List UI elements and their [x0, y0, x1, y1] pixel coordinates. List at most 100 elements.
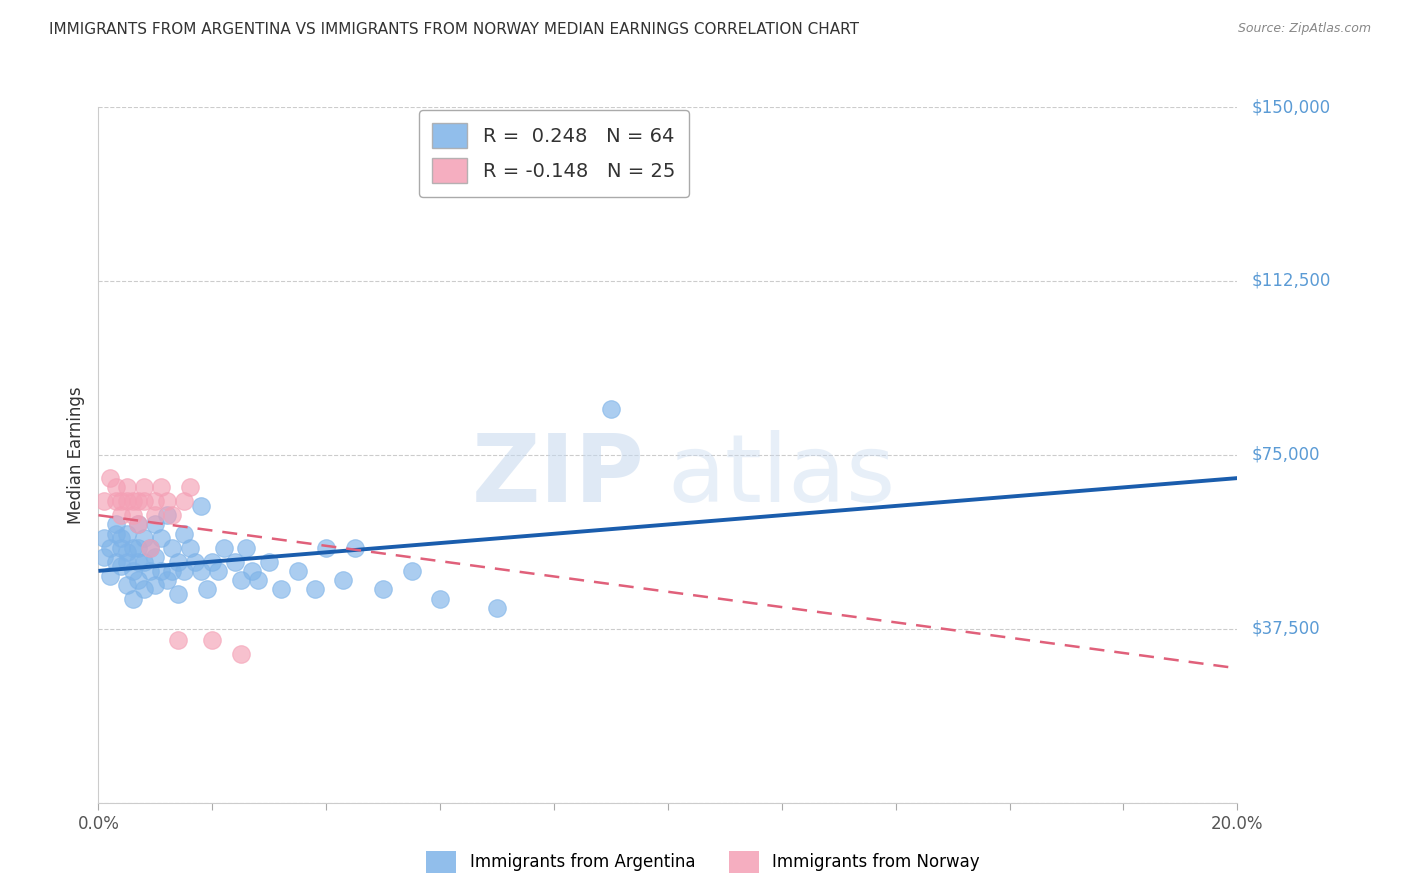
Point — [115, 555, 138, 569]
Point — [104, 517, 127, 532]
Point — [132, 494, 155, 508]
Point — [132, 480, 155, 494]
Point — [229, 648, 252, 662]
Point — [93, 494, 115, 508]
Text: $75,000: $75,000 — [1251, 446, 1320, 464]
Point — [229, 573, 252, 587]
Point — [150, 480, 173, 494]
Point — [127, 517, 149, 532]
Point — [486, 601, 509, 615]
Point — [121, 494, 143, 508]
Point — [98, 568, 121, 582]
Point — [104, 526, 127, 541]
Point — [138, 541, 160, 555]
Text: $112,500: $112,500 — [1251, 272, 1330, 290]
Point — [429, 591, 451, 606]
Point — [162, 508, 184, 523]
Text: $37,500: $37,500 — [1251, 620, 1320, 638]
Text: IMMIGRANTS FROM ARGENTINA VS IMMIGRANTS FROM NORWAY MEDIAN EARNINGS CORRELATION : IMMIGRANTS FROM ARGENTINA VS IMMIGRANTS … — [49, 22, 859, 37]
Point — [332, 573, 354, 587]
Point — [138, 564, 160, 578]
Point — [98, 541, 121, 555]
Point — [132, 555, 155, 569]
Point — [132, 532, 155, 546]
Point — [110, 541, 132, 555]
Point — [145, 549, 167, 564]
Point — [401, 564, 423, 578]
Point — [201, 555, 224, 569]
Point — [304, 582, 326, 597]
Point — [115, 480, 138, 494]
Point — [184, 555, 207, 569]
Point — [315, 541, 337, 555]
Point — [167, 633, 190, 648]
Point — [259, 555, 281, 569]
Point — [145, 517, 167, 532]
Point — [173, 526, 195, 541]
Point — [600, 401, 623, 416]
Point — [121, 591, 143, 606]
Point — [190, 564, 212, 578]
Point — [287, 564, 309, 578]
Point — [195, 582, 218, 597]
Point — [115, 494, 138, 508]
Point — [104, 555, 127, 569]
Point — [173, 494, 195, 508]
Y-axis label: Median Earnings: Median Earnings — [66, 386, 84, 524]
Legend: Immigrants from Argentina, Immigrants from Norway: Immigrants from Argentina, Immigrants fr… — [420, 845, 986, 880]
Point — [150, 532, 173, 546]
Text: Source: ZipAtlas.com: Source: ZipAtlas.com — [1237, 22, 1371, 36]
Point — [212, 541, 235, 555]
Point — [127, 541, 149, 555]
Point — [115, 545, 138, 559]
Point — [145, 578, 167, 592]
Point — [110, 494, 132, 508]
Point — [138, 541, 160, 555]
Point — [173, 564, 195, 578]
Point — [127, 494, 149, 508]
Point — [343, 541, 366, 555]
Point — [270, 582, 292, 597]
Point — [127, 573, 149, 587]
Point — [201, 633, 224, 648]
Text: $150,000: $150,000 — [1251, 98, 1330, 116]
Point — [110, 532, 132, 546]
Point — [127, 555, 149, 569]
Point — [121, 541, 143, 555]
Point — [110, 559, 132, 574]
Point — [190, 499, 212, 513]
Point — [145, 508, 167, 523]
Point — [115, 578, 138, 592]
Point — [132, 582, 155, 597]
Point — [93, 532, 115, 546]
Point — [121, 508, 143, 523]
Point — [246, 573, 269, 587]
Point — [179, 541, 201, 555]
Point — [235, 541, 257, 555]
Text: ZIP: ZIP — [472, 430, 645, 522]
Point — [127, 517, 149, 532]
Point — [156, 508, 179, 523]
Point — [93, 549, 115, 564]
Point — [207, 564, 229, 578]
Point — [167, 555, 190, 569]
Point — [162, 564, 184, 578]
Point — [167, 587, 190, 601]
Point — [104, 480, 127, 494]
Point — [110, 508, 132, 523]
Point — [115, 526, 138, 541]
Point — [104, 494, 127, 508]
Point — [156, 573, 179, 587]
Point — [150, 564, 173, 578]
Point — [179, 480, 201, 494]
Text: atlas: atlas — [668, 430, 896, 522]
Point — [224, 555, 246, 569]
Point — [145, 494, 167, 508]
Point — [121, 564, 143, 578]
Point — [156, 494, 179, 508]
Point — [373, 582, 395, 597]
Point — [162, 541, 184, 555]
Point — [240, 564, 263, 578]
Point — [98, 471, 121, 485]
Legend: R =  0.248   N = 64, R = -0.148   N = 25: R = 0.248 N = 64, R = -0.148 N = 25 — [419, 110, 689, 197]
